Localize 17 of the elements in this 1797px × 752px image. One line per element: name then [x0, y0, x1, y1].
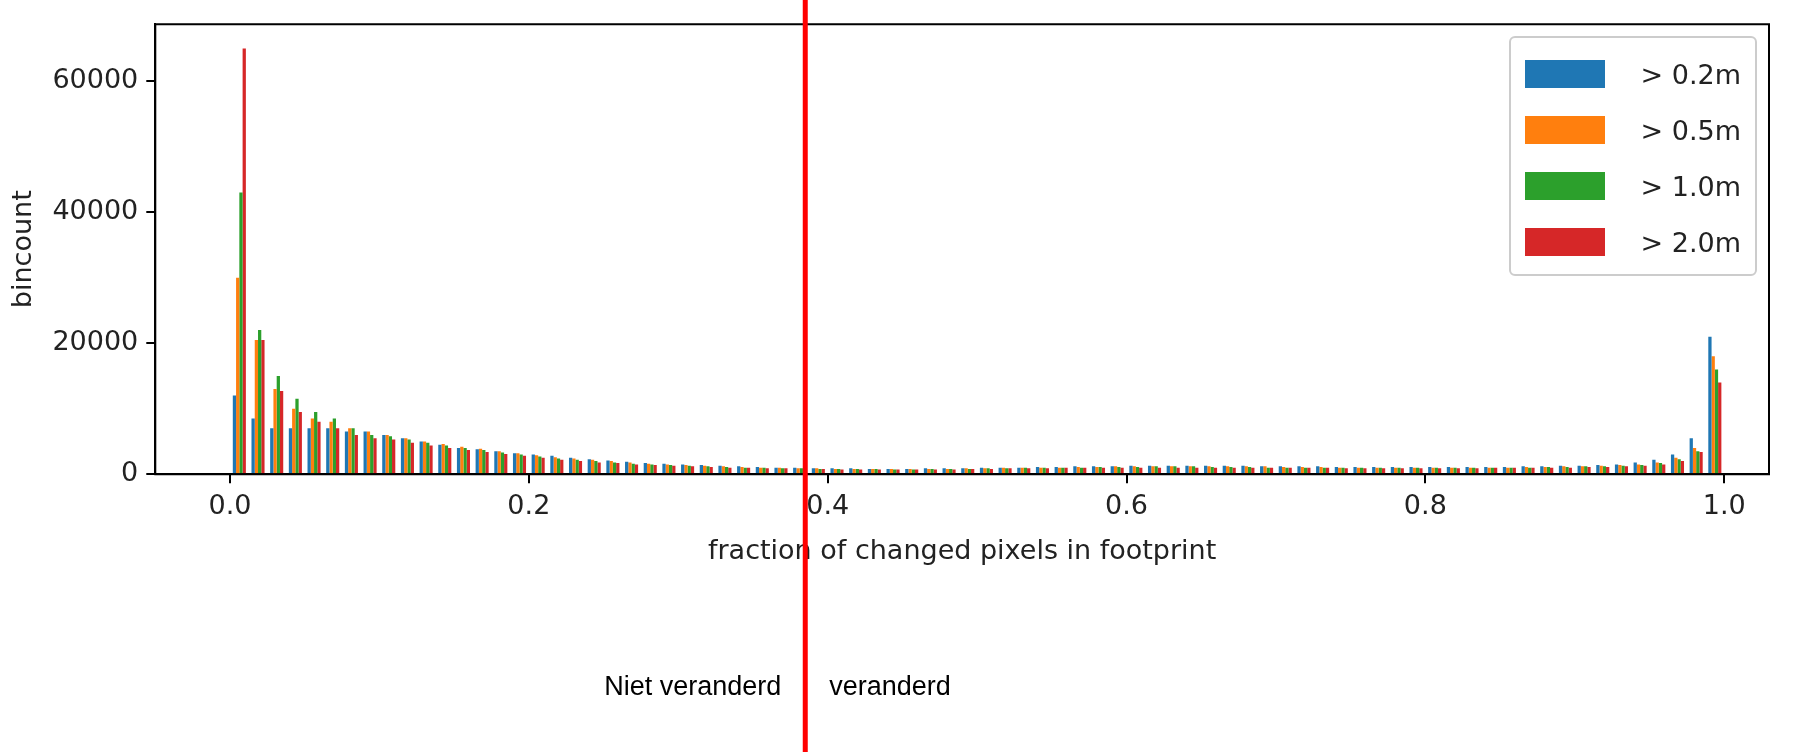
y-tick-label: 60000	[52, 63, 139, 95]
x-tick-label: 0.8	[1403, 489, 1447, 521]
x-tick-label: 0.0	[208, 489, 252, 521]
x-tick-label: 1.0	[1702, 489, 1746, 521]
annotation: Niet veranderd	[604, 671, 782, 702]
annotation: veranderd	[829, 671, 951, 702]
legend-label: > 2.0m	[1640, 226, 1741, 258]
legend-label: > 0.5m	[1640, 114, 1741, 146]
x-tick-label: 0.2	[507, 489, 551, 521]
y-tick-label: 0	[121, 456, 139, 488]
x-tick-label: 0.4	[806, 489, 850, 521]
y-tick-label: 20000	[52, 325, 139, 357]
legend-label: > 0.2m	[1640, 58, 1741, 90]
x-tick-label: 0.6	[1105, 489, 1148, 521]
y-axis-title: bincount	[6, 190, 38, 309]
legend-label: > 1.0m	[1640, 170, 1741, 202]
y-tick-label: 40000	[52, 194, 139, 226]
